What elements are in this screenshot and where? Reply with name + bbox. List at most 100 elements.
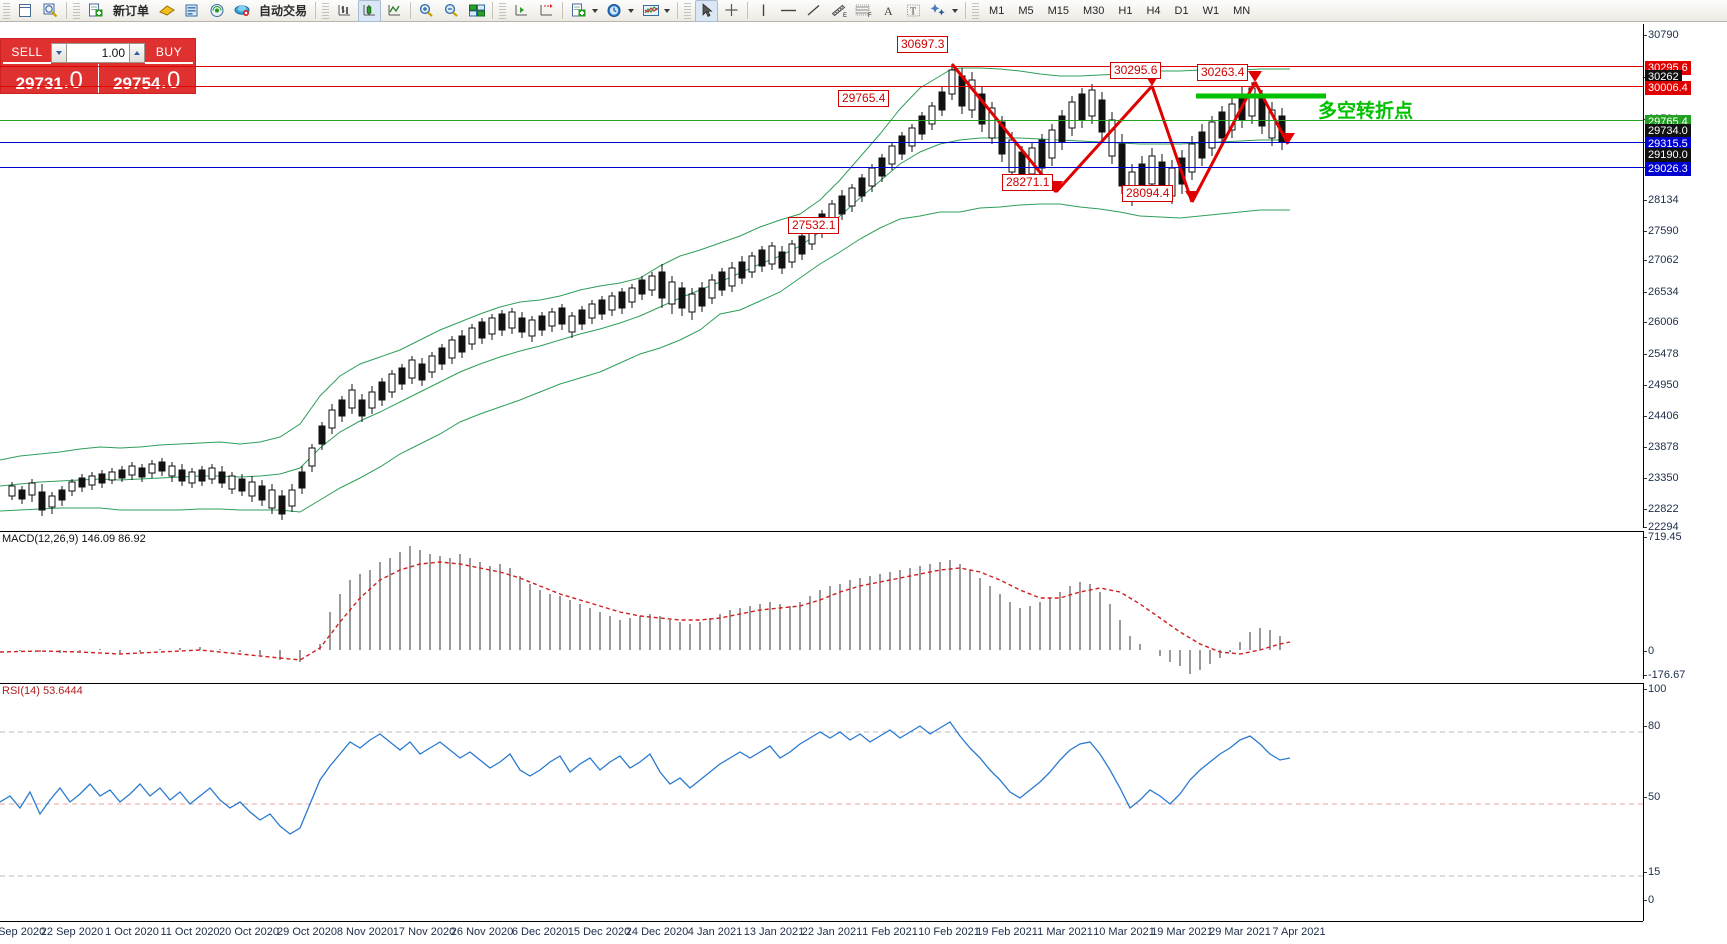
zoom-in-icon[interactable] — [415, 0, 438, 22]
x-tick-5: 29 Oct 2020 — [277, 926, 337, 938]
y-tick-27062: 27062 — [1644, 254, 1679, 266]
rsi-pane[interactable]: RSI(14) 53.6444 — [0, 683, 1643, 922]
volume-input[interactable]: 1.00 — [67, 42, 129, 63]
toolbar-grip-5[interactable] — [684, 2, 692, 19]
x-tick-4: 20 Oct 2020 — [219, 926, 279, 938]
objects-dropdown-caret[interactable] — [952, 8, 959, 13]
buy-price-integer: 29754 — [113, 74, 161, 93]
timeframe-m1[interactable]: M1 — [989, 4, 1005, 17]
bull-bear-turning-point-label[interactable]: 多空转折点 — [1318, 101, 1414, 122]
new-order-label[interactable]: 新订单 — [113, 4, 150, 18]
auto-trading-label[interactable]: 自动交易 — [259, 4, 308, 18]
volume-increase-button[interactable] — [129, 42, 145, 63]
text-icon[interactable]: A — [877, 0, 900, 22]
toolbar-grip-3[interactable] — [322, 2, 330, 19]
timeframe-h1[interactable]: H1 — [1118, 4, 1133, 17]
horizontal-line-icon[interactable] — [777, 0, 800, 22]
buy-button[interactable]: BUY — [145, 42, 193, 64]
equidistant-channel-icon[interactable]: E — [827, 0, 850, 22]
x-tick-8: 26 Nov 2020 — [450, 926, 514, 938]
price-y-axis[interactable]: 30790 30262 29734 29190 28662 28134 2759… — [1643, 24, 1727, 533]
price-label-30262-last[interactable]: 30262 — [1645, 70, 1682, 84]
annotation-27532[interactable]: 27532.1 — [788, 217, 840, 234]
timeframe-m5[interactable]: M5 — [1018, 4, 1034, 17]
buy-price[interactable]: 29754 .0 — [99, 64, 196, 94]
timeframe-mn[interactable]: MN — [1233, 4, 1251, 17]
support-line-29765[interactable] — [0, 120, 1643, 121]
toolbar-grip[interactable] — [3, 2, 10, 19]
resistance-line-30006[interactable] — [0, 86, 1643, 87]
annotation-28271[interactable]: 28271.1 — [1002, 174, 1054, 191]
timeframe-w1[interactable]: W1 — [1202, 4, 1220, 17]
x-tick-1: 22 Sep 2020 — [40, 926, 104, 938]
vertical-line-icon[interactable] — [752, 0, 775, 22]
market-watch-icon[interactable] — [39, 0, 62, 22]
toolbar-grip-2[interactable] — [73, 2, 80, 19]
bollinger-middle-band — [0, 137, 1290, 487]
timeframe-h4[interactable]: H4 — [1146, 4, 1161, 17]
price-label-last-price[interactable]: 29734.0 — [1645, 124, 1691, 138]
bar-chart-icon[interactable] — [333, 0, 356, 22]
annotation-28094[interactable]: 28094.4 — [1122, 185, 1174, 202]
period-icon[interactable] — [603, 0, 626, 22]
toolbar-separator-8 — [965, 2, 967, 19]
price-label-29026[interactable]: 29026.3 — [1645, 162, 1691, 176]
price-label-29315[interactable]: 29315.5 — [1645, 137, 1691, 151]
time-x-axis[interactable]: 13 Sep 2020 22 Sep 2020 1 Oct 2020 11 Oc… — [0, 921, 1643, 944]
auto-scroll-icon[interactable] — [510, 0, 533, 22]
sell-price[interactable]: 29731 .0 — [1, 64, 98, 94]
price-label-29190[interactable]: 29190.0 — [1645, 148, 1691, 162]
macd-chart-svg — [0, 546, 1291, 674]
objects-icon[interactable] — [927, 0, 950, 22]
annotation-30697[interactable]: 30697.3 — [897, 36, 949, 53]
text-label-icon[interactable]: T — [902, 0, 925, 22]
level-line-29315[interactable] — [0, 142, 1643, 143]
macd-pane[interactable]: MACD(12,26,9) 146.09 86.92 — [0, 531, 1643, 680]
sell-button[interactable]: SELL — [3, 42, 51, 64]
volume-decrease-button[interactable] — [51, 42, 67, 63]
candlestick-chart-icon[interactable] — [358, 0, 382, 22]
resistance-line-30295[interactable] — [0, 66, 1643, 67]
trendline-icon[interactable] — [802, 0, 825, 22]
signals-icon[interactable] — [205, 0, 228, 22]
period-dropdown-caret[interactable] — [628, 8, 635, 13]
bars-chart-icon[interactable] — [155, 0, 178, 22]
x-tick-11: 24 Dec 2020 — [625, 926, 689, 938]
main-toolbar[interactable]: 新订单 自动交易 — [0, 0, 1727, 22]
x-tick-19: 10 Mar 2021 — [1093, 926, 1155, 938]
y-tick-22294: 22294 — [1644, 521, 1679, 533]
annotation-30295[interactable]: 30295.6 — [1110, 62, 1162, 79]
annotation-29765[interactable]: 29765.4 — [838, 90, 890, 107]
fibonacci-icon[interactable]: F — [852, 0, 875, 22]
rsi-y-axis[interactable]: 100 80 50 15 0 — [1643, 683, 1727, 921]
line-chart-icon[interactable] — [383, 0, 406, 22]
new-order-icon[interactable] — [84, 0, 107, 22]
cursor-icon[interactable] — [695, 0, 719, 22]
rsi-indicator-label: RSI(14) 53.6444 — [2, 685, 83, 697]
x-tick-17: 19 Feb 2021 — [976, 926, 1038, 938]
indicators-icon[interactable] — [567, 0, 590, 22]
timeframe-m15[interactable]: M15 — [1047, 4, 1069, 17]
templates-icon[interactable] — [639, 0, 662, 22]
toolbar-grip-4[interactable] — [499, 2, 507, 19]
x-tick-16: 10 Feb 2021 — [918, 926, 980, 938]
expert-advisor-icon[interactable] — [230, 0, 253, 22]
zoom-out-icon[interactable] — [440, 0, 463, 22]
macd-y-axis[interactable]: 719.45 0 -176.67 — [1643, 531, 1727, 681]
chart-shift-icon[interactable] — [535, 0, 558, 22]
templates-dropdown-caret[interactable] — [664, 8, 671, 13]
level-line-29026[interactable] — [0, 167, 1643, 168]
indicators-dropdown-caret[interactable] — [592, 8, 599, 13]
timeframe-d1[interactable]: D1 — [1174, 4, 1189, 17]
chart-window-icon[interactable] — [14, 0, 37, 22]
macd-histogram — [19, 546, 1281, 674]
annotation-30263[interactable]: 30263.4 — [1197, 64, 1249, 81]
crosshair-icon[interactable] — [720, 0, 743, 22]
tile-windows-icon[interactable] — [465, 0, 488, 22]
price-label-30006[interactable]: 30006.4 — [1645, 81, 1691, 95]
terminal-icon[interactable] — [180, 0, 203, 22]
price-chart-pane[interactable] — [0, 24, 1643, 528]
toolbar-grip-6[interactable] — [972, 2, 980, 19]
timeframe-m30[interactable]: M30 — [1083, 4, 1105, 17]
y-tick-24406: 24406 — [1644, 410, 1679, 422]
